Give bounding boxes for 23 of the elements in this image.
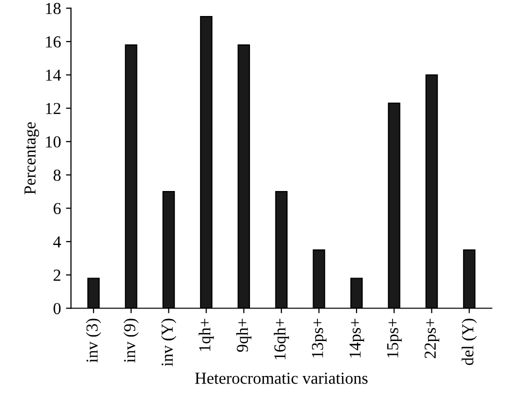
x-axis-title: Heterocromatic variations [195, 372, 368, 384]
y-tick-label: 8 [54, 170, 61, 181]
y-tick-label: 18 [46, 2, 61, 14]
y-tick-label: 6 [54, 202, 61, 214]
y-tick-label: 12 [46, 102, 60, 114]
y-tick-label: 14 [46, 70, 61, 81]
x-tick-label: 14ps+ [350, 318, 364, 358]
x-tick-label: 22ps+ [424, 318, 440, 358]
y-tick-label: 0 [54, 302, 61, 314]
x-tick-label: 15ps+ [387, 318, 402, 358]
y-tick-label: 2 [54, 270, 60, 281]
x-tick-label: 9qh+ [236, 318, 252, 352]
x-tick-label: inv (Y) [161, 318, 176, 366]
y-axis-title: Percentage [24, 122, 40, 194]
x-tick-label: inv (9) [124, 318, 139, 363]
x-tick-label: del (Y) [462, 318, 477, 366]
x-tick-label: 1qh+ [198, 318, 214, 351]
y-tick-label: 10 [46, 136, 61, 148]
x-tick-label: inv (3) [86, 318, 102, 363]
y-tick-label: 4 [53, 236, 61, 248]
x-tick-label: 16qh+ [274, 318, 289, 360]
x-tick-label: 13ps+ [312, 318, 327, 358]
y-tick-label: 16 [46, 36, 61, 48]
